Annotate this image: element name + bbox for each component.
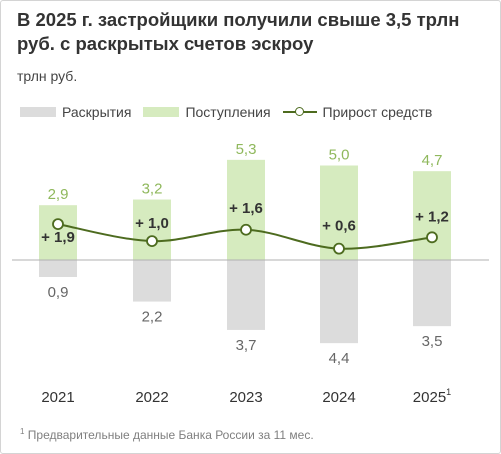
growth-point-2023	[240, 223, 252, 236]
label-outflow-2021: 0,9	[48, 284, 69, 301]
growth-point-2024	[333, 242, 345, 255]
category-superscript-2025: 1	[446, 387, 451, 397]
category-label-2022: 2022	[135, 389, 168, 406]
bar-inflow-2022	[133, 199, 171, 260]
bar-outflow-2022	[133, 260, 171, 302]
chart-title: В 2025 г. застройщики получили свыше 3,5…	[17, 9, 460, 54]
growth-point-2022	[146, 235, 158, 248]
label-inflow-2022: 3,2	[142, 181, 163, 198]
label-inflow-2021: 2,9	[48, 186, 69, 203]
footnote: 1 Предварительные данные Банка России за…	[20, 427, 314, 442]
legend-label-inflow: Поступления	[185, 104, 271, 120]
legend-item-growth: Прирост средств	[282, 104, 433, 120]
legend: Раскрытия Поступления Прирост средств	[20, 103, 444, 121]
growth-point-2021	[52, 218, 64, 230]
footnote-text: Предварительные данные Банка России за 1…	[27, 428, 314, 442]
legend-item-outflow: Раскрытия	[20, 104, 131, 120]
bar-inflow-2025	[413, 171, 451, 260]
label-growth-2021: + 1,9	[41, 229, 75, 246]
label-inflow-2024: 5,0	[329, 147, 350, 164]
legend-label-outflow: Раскрытия	[62, 104, 132, 120]
bar-outflow-2021	[39, 260, 77, 278]
label-outflow-2024: 4,4	[329, 350, 350, 367]
label-outflow-2023: 3,7	[236, 337, 257, 354]
bar-outflow-2024	[320, 260, 358, 344]
label-growth-2025: + 1,2	[415, 208, 449, 225]
label-inflow-2023: 5,3	[236, 141, 257, 158]
footnote-marker: 1	[20, 427, 25, 436]
label-outflow-2025: 3,5	[422, 333, 443, 350]
label-growth-2023: + 1,6	[229, 200, 263, 217]
label-outflow-2022: 2,2	[142, 309, 163, 326]
label-growth-2022: + 1,0	[135, 215, 169, 232]
bar-inflow-2021	[39, 205, 77, 260]
category-label-2021: 2021	[41, 389, 74, 406]
category-label-2023: 2023	[229, 389, 262, 406]
label-inflow-2025: 4,7	[422, 152, 443, 169]
bar-inflow-2023	[227, 159, 265, 260]
label-growth-2024: + 0,6	[322, 218, 356, 235]
unit-label: трлн руб.	[17, 68, 78, 84]
bar-outflow-2023	[227, 260, 265, 330]
category-label-2025: 20251	[413, 387, 451, 406]
bar-outflow-2025	[413, 260, 451, 327]
category-label-2024: 2024	[322, 389, 355, 406]
growth-point-2025	[426, 231, 438, 244]
legend-label-growth: Прирост средств	[322, 104, 433, 120]
legend-swatch-outflow	[20, 107, 56, 117]
legend-swatch-growth	[282, 107, 317, 117]
legend-item-inflow: Поступления	[143, 104, 271, 120]
legend-swatch-inflow	[143, 107, 180, 117]
